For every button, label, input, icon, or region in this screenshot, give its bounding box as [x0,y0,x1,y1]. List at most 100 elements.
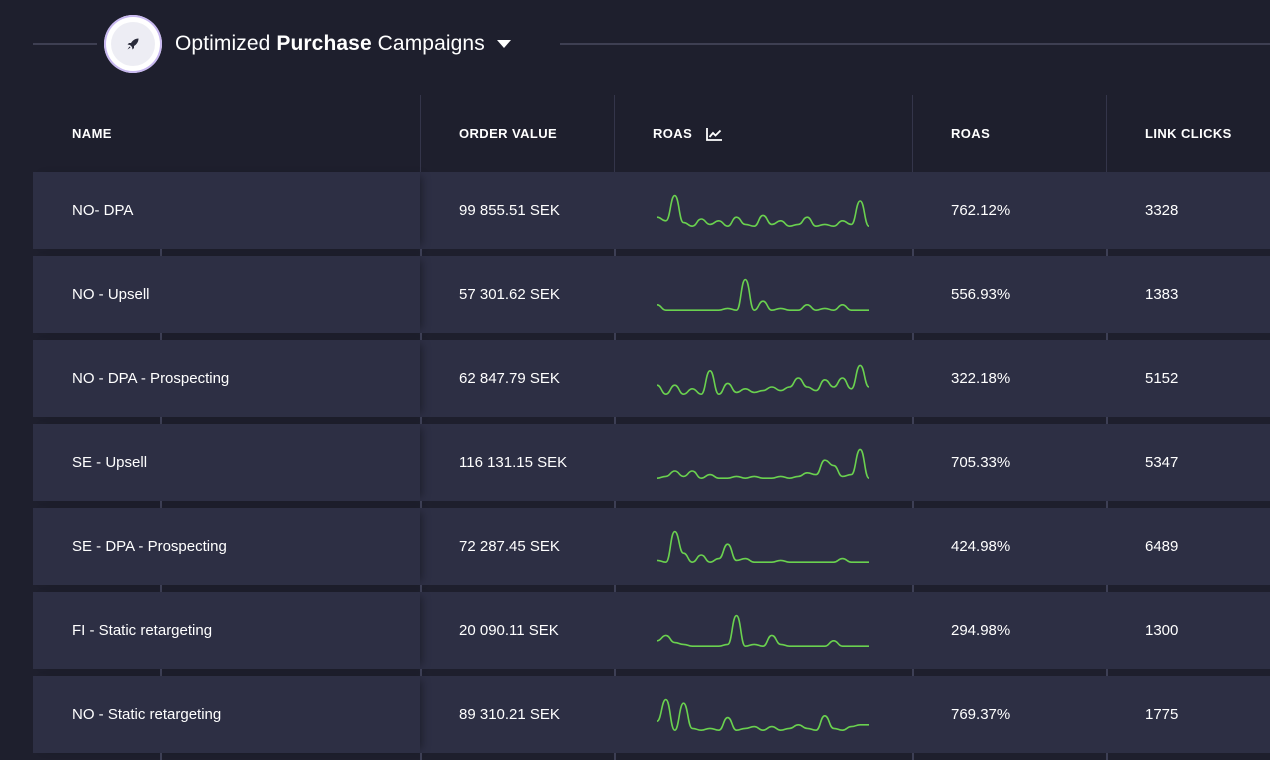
row-gap-tick [420,333,422,340]
sparkline-path [656,698,869,732]
order-value: 72 287.45 SEK [459,538,560,555]
row-gap-tick [912,585,914,592]
campaign-type-badge [104,15,162,73]
roas-value: 322.18% [951,370,1011,387]
name-cell-background [33,256,420,333]
row-gap-tick [614,753,616,760]
roas-sparkline [656,364,870,396]
roas-value: 762.12% [951,202,1011,219]
campaign-name[interactable]: NO - Static retargeting [72,706,222,723]
header-divider-right [560,43,1270,45]
row-gap-tick [160,753,162,760]
table-row[interactable]: NO - Static retargeting 89 310.21 SEK 769.… [33,676,1270,760]
row-gap-tick [1106,669,1108,676]
column-header-roas[interactable]: ROAS [951,126,991,141]
row-gap-tick [420,249,422,256]
campaign-name[interactable]: NO- DPA [72,202,134,219]
order-value: 62 847.79 SEK [459,370,560,387]
row-gap-tick [1106,333,1108,340]
column-separator [420,95,421,172]
link-clicks-value: 5152 [1145,370,1179,387]
row-gap-tick [912,753,914,760]
table-row[interactable]: SE - DPA - Prospecting 72 287.45 SEK 424.9… [33,508,1270,592]
table-row[interactable]: NO - Upsell 57 301.62 SEK 556.93% 1383 [33,256,1270,340]
order-value: 116 131.15 SEK [459,454,568,471]
roas-value: 424.98% [951,538,1011,555]
roas-sparkline [656,278,869,312]
row-gap-tick [160,585,162,592]
row-gap-tick [912,333,914,340]
row-gap-tick [614,249,616,256]
roas-value: 705.33% [951,454,1011,471]
link-clicks-value: 5347 [1145,454,1179,471]
order-value: 20 090.11 SEK [459,622,559,639]
row-gap-tick [1106,417,1108,424]
column-header-roas-trend[interactable]: ROAS [653,95,723,172]
title-part-bold: Purchase [276,32,372,55]
name-cell-background [33,592,420,669]
row-gap-tick [614,333,616,340]
row-gap-tick [912,417,914,424]
row-gap-tick [1106,249,1108,256]
row-gap-tick [1106,753,1108,760]
caret-down-icon[interactable] [496,40,511,48]
table-row[interactable]: NO- DPA 99 855.51 SEK 762.12% 3328 [33,172,1270,256]
campaign-name[interactable]: NO - DPA - Prospecting [72,370,230,387]
row-gap-tick [160,417,162,424]
campaigns-table: NAME ORDER VALUE ROAS ROAS LINK CLICKS N… [33,95,1270,760]
table-header: NAME ORDER VALUE ROAS ROAS LINK CLICKS [33,95,1270,172]
roas-sparkline [656,194,870,228]
row-gap-tick [1106,501,1108,508]
row-gap-tick [160,669,162,676]
order-value: 89 310.21 SEK [459,706,560,723]
roas-sparkline [656,614,869,648]
campaign-name[interactable]: SE - Upsell [72,454,148,471]
row-gap-tick [614,417,616,424]
roas-sparkline [656,448,870,480]
order-value: 99 855.51 SEK [459,202,560,219]
column-separator [912,95,913,172]
badge-inner [111,22,155,66]
table-row[interactable]: NO - DPA - Prospecting 62 847.79 SEK 322.1… [33,340,1270,424]
column-header-order-value[interactable]: ORDER VALUE [459,126,558,141]
name-cell-background [33,340,420,417]
roas-trend-label: ROAS [653,126,693,141]
row-gap-tick [1106,585,1108,592]
link-clicks-value: 1383 [1145,286,1179,303]
roas-value: 294.98% [951,622,1011,639]
row-gap-tick [614,669,616,676]
table-row[interactable]: FI - Static retargeting 20 090.11 SEK 294.… [33,592,1270,676]
name-cell-background [33,172,420,249]
link-clicks-value: 1300 [1145,622,1179,639]
campaign-name[interactable]: FI - Static retargeting [72,622,213,639]
row-gap-tick [420,669,422,676]
order-value: 57 301.62 SEK [459,286,560,303]
name-cell-background [33,676,420,753]
row-gap-tick [912,669,914,676]
page-title: Optimized Purchase Campaigns [175,32,485,56]
campaign-name[interactable]: SE - DPA - Prospecting [72,538,227,555]
row-gap-tick [614,585,616,592]
column-separator [1106,95,1107,172]
roas-value: 769.37% [951,706,1011,723]
row-gap-tick [614,501,616,508]
sparkline-path [656,448,870,480]
sparkline-path [656,278,869,312]
roas-sparkline [656,698,869,732]
sparkline-path [656,614,869,648]
campaign-name[interactable]: NO - Upsell [72,286,150,303]
trend-chart-icon[interactable] [706,127,723,141]
row-gap-tick [420,753,422,760]
campaign-selector-dropdown[interactable]: Optimized Purchase Campaigns [175,30,511,58]
link-clicks-value: 3328 [1145,202,1179,219]
row-gap-tick [160,333,162,340]
row-gap-tick [160,501,162,508]
sparkline-path [656,530,869,564]
column-header-link-clicks[interactable]: LINK CLICKS [1145,126,1232,141]
row-gap-tick [912,249,914,256]
column-header-name[interactable]: NAME [72,126,112,141]
row-gap-tick [160,249,162,256]
table-row[interactable]: SE - Upsell 116 131.15 SEK 705.33% 5347 [33,424,1270,508]
row-gap-tick [420,417,422,424]
